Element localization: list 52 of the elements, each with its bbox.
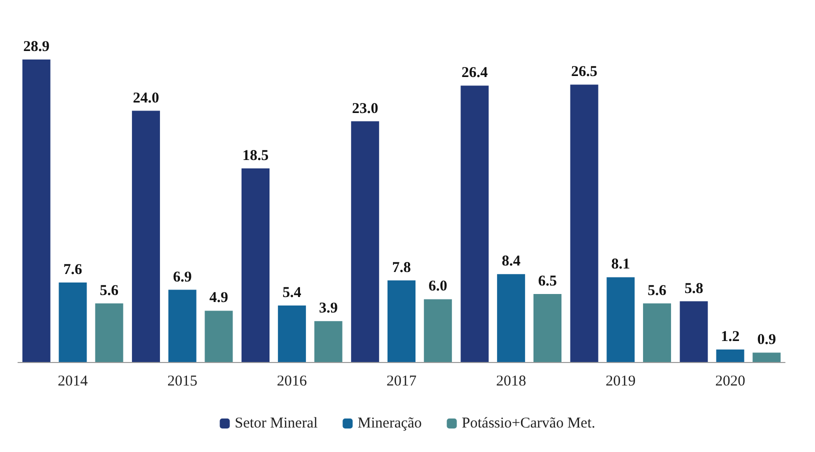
data-label: 6.0 bbox=[428, 278, 448, 295]
legend-label: Potássio+Carvão Met. bbox=[462, 416, 596, 432]
data-label: 5.4 bbox=[282, 284, 302, 301]
data-label: 6.5 bbox=[538, 273, 557, 290]
data-label: 1.2 bbox=[720, 328, 740, 345]
bar bbox=[570, 84, 598, 362]
bar bbox=[204, 310, 233, 362]
x-tick-label: 2019 bbox=[606, 374, 636, 390]
bar bbox=[533, 294, 562, 362]
data-label: 26.4 bbox=[462, 65, 488, 82]
bar bbox=[168, 290, 196, 362]
data-label: 5.8 bbox=[684, 280, 704, 297]
data-label: 7.6 bbox=[63, 262, 83, 278]
bar bbox=[460, 86, 489, 362]
data-label: 3.9 bbox=[318, 300, 338, 317]
data-label: 18.5 bbox=[242, 148, 269, 164]
data-label: 28.9 bbox=[23, 39, 50, 56]
data-label: 0.9 bbox=[757, 332, 776, 348]
data-label: 24.0 bbox=[132, 90, 160, 106]
bar bbox=[95, 303, 124, 362]
x-tick-label: 2020 bbox=[715, 374, 746, 390]
data-label: 5.6 bbox=[648, 282, 667, 299]
data-label: 26.5 bbox=[571, 64, 598, 80]
x-tick-label: 2014 bbox=[58, 374, 88, 390]
x-tick-label: 2016 bbox=[276, 374, 308, 390]
legend-label: Mineração bbox=[358, 416, 422, 432]
bar bbox=[497, 274, 526, 362]
data-label: 4.9 bbox=[209, 290, 228, 306]
bar bbox=[22, 60, 50, 362]
bar bbox=[606, 277, 635, 362]
bar bbox=[388, 280, 416, 362]
bar bbox=[424, 299, 452, 362]
bar bbox=[680, 301, 708, 362]
x-tick-label: 2018 bbox=[496, 374, 526, 390]
bar bbox=[716, 349, 744, 362]
bar bbox=[278, 305, 306, 362]
bar bbox=[132, 110, 160, 362]
legend-label: Setor Mineral bbox=[234, 416, 318, 432]
data-label: 5.6 bbox=[100, 282, 120, 299]
data-label: 8.4 bbox=[502, 254, 521, 270]
bar bbox=[58, 282, 87, 362]
bar bbox=[351, 121, 380, 362]
bar bbox=[752, 352, 781, 362]
x-tick-label: 2015 bbox=[167, 374, 198, 390]
bar bbox=[314, 321, 342, 362]
data-label: 7.8 bbox=[392, 260, 411, 276]
x-tick-label: 2017 bbox=[386, 374, 417, 390]
bar bbox=[643, 303, 672, 362]
data-label: 6.9 bbox=[172, 269, 192, 286]
data-label: 23.0 bbox=[352, 100, 378, 117]
bar bbox=[242, 168, 270, 362]
data-label: 8.1 bbox=[611, 256, 630, 273]
